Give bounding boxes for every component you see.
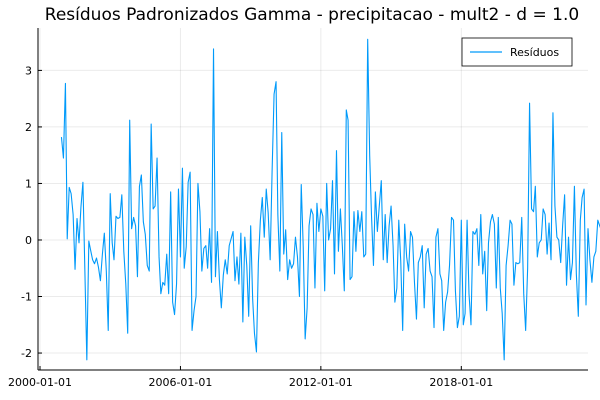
x-tick-label: 2006-01-01	[148, 376, 212, 389]
y-tick-label: 3	[25, 64, 32, 77]
y-tick-label: 1	[25, 177, 32, 190]
chart-title: Resíduos Padronizados Gamma - precipitac…	[45, 5, 579, 25]
y-tick-label: -1	[21, 291, 32, 304]
grid	[38, 28, 588, 370]
legend-label: Resíduos	[510, 46, 559, 59]
x-tick-labels: 2000-01-01 2006-01-01 2012-01-01 2018-01-01	[8, 366, 493, 389]
x-tick-label: 2018-01-01	[429, 376, 493, 389]
series-line-residuos	[60, 38, 600, 361]
legend: Resíduos	[461, 37, 573, 67]
x-tick-label: 2000-01-01	[8, 376, 72, 389]
x-tick-label: 2012-01-01	[289, 376, 353, 389]
axes	[37, 28, 588, 371]
y-tick-labels: -2 -1 0 1 2 3	[21, 64, 42, 360]
y-tick-label: 2	[25, 121, 32, 134]
y-tick-label: 0	[25, 234, 32, 247]
y-tick-label: -2	[21, 347, 32, 360]
